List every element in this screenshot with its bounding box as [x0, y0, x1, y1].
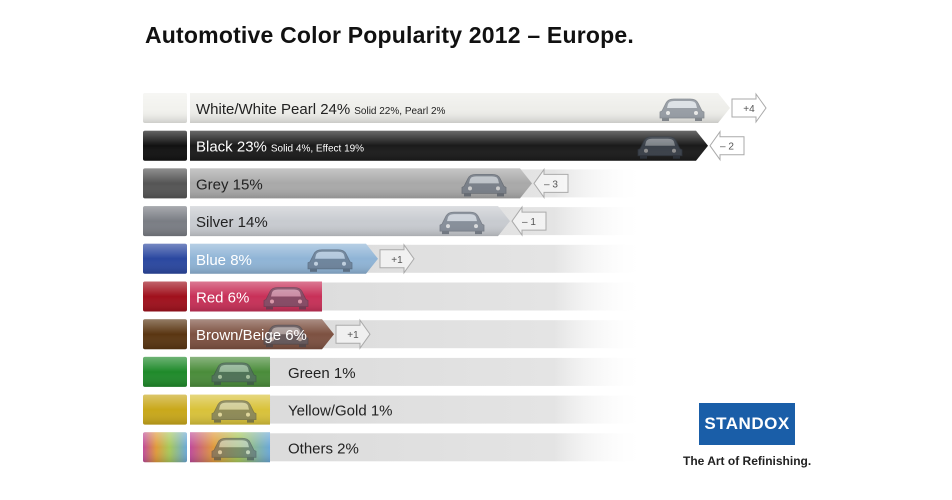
trend-down-arrow: – 3: [533, 167, 569, 199]
trend-change-label: – 3: [544, 179, 558, 190]
car-icon: [263, 324, 309, 348]
bar-label-main: Silver 14%: [196, 214, 268, 231]
trend-up-arrow: +1: [335, 318, 371, 350]
bar-label: Red 6%: [196, 290, 249, 307]
bar-label: Others 2%: [288, 440, 359, 457]
trend-change-label: +1: [347, 330, 359, 341]
bar-label-detail: Solid 4%, Effect 19%: [271, 144, 364, 155]
swatch-shine: [143, 168, 187, 199]
bar-label: Grey 15%: [196, 176, 263, 193]
bar-shine: [190, 93, 730, 123]
brand-tagline: The Art of Refinishing.: [683, 454, 812, 468]
bar-row: – 1 Silver 14%: [143, 205, 645, 237]
swatch-shine: [143, 319, 187, 350]
trend-change-label: – 2: [720, 142, 734, 153]
bar-row: – 3 Grey 15%: [143, 167, 645, 199]
bar-label: White/White Pearl 24% Solid 22%, Pearl 2%: [196, 101, 446, 118]
bar-label-main: Blue 8%: [196, 252, 252, 269]
bar-shine: [190, 130, 708, 161]
swatch-shine: [143, 432, 187, 463]
bar-row: Green 1%: [143, 356, 645, 387]
bar-row: Yellow/Gold 1%: [143, 394, 645, 425]
trend-change-label: – 1: [522, 217, 536, 228]
swatch-shine: [143, 93, 187, 123]
car-icon: [211, 437, 257, 461]
bar-label: Yellow/Gold 1%: [288, 403, 393, 420]
car-icon: [263, 287, 309, 310]
bar-label-detail: Solid 22%, Pearl 2%: [354, 106, 445, 117]
bar-label-main: Yellow/Gold 1%: [288, 403, 393, 420]
trend-up-arrow: +1: [379, 243, 415, 275]
swatch-shine: [143, 206, 187, 237]
bar-row: +1 Blue 8%: [143, 243, 645, 275]
bar-row: – 2 Black 23% Solid 4%, Effect 19%: [143, 130, 745, 162]
bar-label-main: Green 1%: [288, 365, 356, 382]
standox-logo: STANDOX: [699, 403, 795, 445]
car-icon: [211, 400, 257, 423]
car-icon: [659, 98, 705, 121]
swatch-shine: [143, 394, 187, 425]
car-icon: [211, 362, 257, 385]
car-icon: [637, 136, 683, 159]
bar-label: Black 23% Solid 4%, Effect 19%: [196, 139, 364, 156]
bar-label-main: Others 2%: [288, 440, 359, 457]
swatch-shine: [143, 130, 187, 161]
bar-row: Others 2%: [143, 432, 645, 463]
bar-label-main: Brown/Beige 6%: [196, 327, 307, 344]
trend-change-label: +4: [743, 104, 755, 115]
bar-label-main: Black 23%: [196, 139, 267, 156]
swatch-shine: [143, 356, 187, 387]
bar-shine: [190, 168, 532, 199]
chart-title: Automotive Color Popularity 2012 – Europ…: [145, 22, 634, 48]
trend-change-label: +1: [391, 255, 403, 266]
brand-name: STANDOX: [704, 414, 790, 433]
bar-row: Red 6%: [143, 281, 645, 312]
bar-shine: [190, 206, 510, 237]
trend-up-arrow: +4: [731, 92, 767, 124]
bar-label: Green 1%: [288, 365, 356, 382]
bar-label: Brown/Beige 6%: [196, 327, 307, 344]
car-icon: [439, 211, 485, 235]
car-icon: [461, 173, 507, 197]
trend-down-arrow: – 2: [709, 130, 745, 162]
bar-row: +4 White/White Pearl 24% Solid 22%, Pearl …: [143, 92, 767, 124]
bar-label: Blue 8%: [196, 252, 252, 269]
swatch-shine: [143, 281, 187, 312]
bar-label-main: Red 6%: [196, 290, 249, 307]
trend-down-arrow: – 1: [511, 205, 547, 237]
bar-label: Silver 14%: [196, 214, 268, 231]
bar-label-main: White/White Pearl 24%: [196, 101, 350, 118]
swatch-shine: [143, 243, 187, 274]
car-icon: [307, 249, 353, 272]
bar-label-main: Grey 15%: [196, 176, 263, 193]
bar-row: +1 Brown/Beige 6%: [143, 318, 645, 350]
